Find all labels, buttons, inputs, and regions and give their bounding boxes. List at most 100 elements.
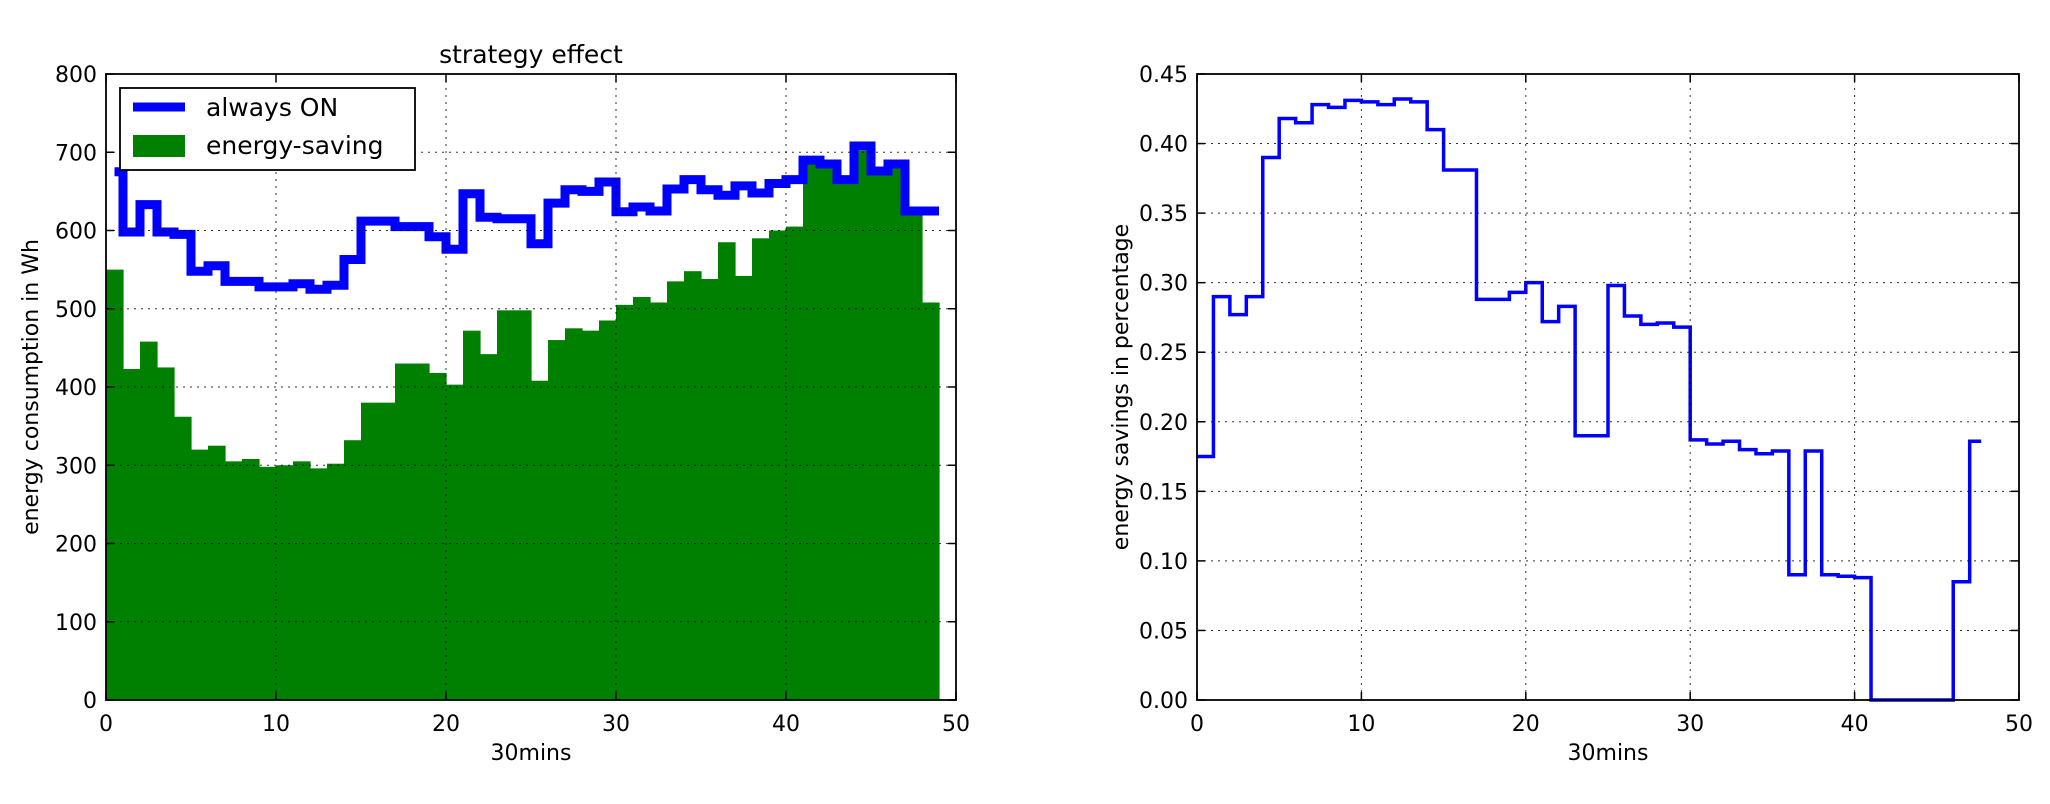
bar-energy-saving [735, 275, 753, 700]
y-tick-label: 0 [83, 689, 97, 714]
line-always-on [114, 141, 939, 294]
y-tick-label: 500 [55, 298, 97, 323]
x-tick-label: 40 [772, 712, 800, 737]
bar-energy-saving [905, 210, 923, 700]
bar-energy-saving [701, 279, 719, 700]
x-tick-label: 30 [602, 712, 630, 737]
bar-energy-saving [786, 226, 804, 700]
y-tick-label: 100 [55, 611, 97, 636]
bar-energy-saving [565, 328, 583, 700]
y-tick-label: 0.30 [1139, 272, 1188, 297]
axes-frame [1196, 73, 2020, 701]
y-tick-label: 700 [55, 141, 97, 166]
y-tick-label: 0.00 [1139, 689, 1188, 714]
x-tick-label: 20 [432, 712, 460, 737]
bar-energy-saving [395, 363, 413, 700]
bar-energy-saving [752, 238, 770, 700]
bar-energy-saving [616, 304, 634, 700]
ticks: 0 10 20 30 40 50 0.00 0.05 0.10 0.15 0.20 0.25 0.30 0… [1139, 63, 2033, 737]
bar-energy-saving [769, 230, 787, 700]
legend-label-always-on: always ON [206, 93, 338, 122]
x-axis-label: 30mins [491, 741, 572, 766]
x-tick-label: 50 [942, 712, 970, 737]
bar-energy-saving [820, 167, 838, 700]
x-tick-label: 20 [1512, 712, 1540, 737]
bar-energy-saving [225, 461, 243, 700]
x-tick-label: 30 [1676, 712, 1704, 737]
bar-energy-saving [582, 330, 600, 700]
chart-energy-savings: 0 10 20 30 40 50 0.00 0.05 0.10 0.15 0.20 0.25 0.30 0… [1109, 63, 2033, 766]
bar-energy-saving [803, 160, 821, 700]
y-axis-label: energy consumption in Wh [19, 239, 44, 535]
chart-title: strategy effect [439, 40, 623, 69]
x-tick-label: 10 [1347, 712, 1375, 737]
bar-energy-saving [106, 269, 124, 701]
y-axis-label: energy savings in percentage [1109, 224, 1134, 550]
bar-energy-saving [310, 468, 328, 700]
y-tick-label: 400 [55, 376, 97, 401]
plot-area: 0 10 20 30 40 50 0.00 0.05 0.10 0.15 0.20 0.25 0.30 0… [1139, 63, 2033, 737]
bar-energy-saving [157, 367, 175, 700]
bar-energy-saving [514, 310, 532, 700]
y-tick-label: 0.20 [1139, 411, 1188, 436]
bar-energy-saving [361, 402, 379, 700]
bar-energy-saving [871, 171, 889, 700]
bar-energy-saving [208, 445, 226, 700]
y-tick-label: 600 [55, 220, 97, 245]
bar-energy-saving [412, 363, 430, 700]
y-tick-label: 200 [55, 533, 97, 558]
bar-energy-saving [327, 463, 345, 700]
bar-energy-saving [548, 340, 566, 700]
series-layer [106, 141, 940, 701]
bar-energy-saving [429, 372, 447, 700]
line-series-0 [1197, 97, 1982, 702]
bar-energy-saving [191, 449, 209, 700]
bar-energy-saving [497, 310, 515, 700]
y-tick-label: 0.45 [1139, 63, 1188, 88]
bar-energy-saving [667, 281, 685, 700]
bar-energy-saving [684, 271, 702, 700]
y-tick-label: 0.15 [1139, 480, 1188, 505]
x-tick-label: 0 [1190, 712, 1204, 737]
bar-energy-saving [650, 302, 668, 700]
bar-energy-saving [599, 320, 617, 700]
x-tick-label: 50 [2005, 712, 2033, 737]
y-tick-label: 0.25 [1139, 341, 1188, 366]
y-tick-label: 0.05 [1139, 619, 1188, 644]
legend: always ON energy-saving [119, 87, 416, 171]
legend-label-energy-saving: energy-saving [206, 131, 384, 160]
bar-energy-saving [344, 440, 362, 700]
bar-energy-saving [293, 461, 311, 700]
bar-energy-saving [174, 416, 192, 700]
bar-energy-saving [446, 384, 464, 700]
y-tick-label: 300 [55, 454, 97, 479]
bar-energy-saving [718, 242, 736, 701]
bar-energy-saving [140, 341, 158, 700]
bar-energy-saving [123, 369, 141, 700]
bar-energy-saving [888, 163, 906, 701]
x-tick-label: 10 [262, 712, 290, 737]
y-tick-label: 0.40 [1139, 133, 1188, 158]
x-tick-label: 40 [1841, 712, 1869, 737]
bar-energy-saving [276, 465, 294, 700]
bar-energy-saving [633, 297, 651, 700]
bar-energy-saving [259, 466, 277, 700]
bar-energy-saving [378, 402, 396, 700]
bar-energy-saving [922, 302, 940, 700]
bar-energy-saving [480, 354, 498, 700]
bar-energy-saving [854, 150, 872, 700]
legend-swatch-energy-saving [133, 135, 185, 157]
x-axis-label: 30mins [1568, 741, 1649, 766]
x-tick-label: 0 [99, 712, 113, 737]
y-tick-label: 0.35 [1139, 202, 1188, 227]
y-tick-label: 0.10 [1139, 550, 1188, 575]
bar-energy-saving [531, 380, 549, 700]
series-layer [1197, 97, 1982, 702]
bar-energy-saving [242, 458, 260, 700]
bar-energy-saving [463, 330, 481, 700]
y-tick-label: 800 [55, 63, 97, 88]
